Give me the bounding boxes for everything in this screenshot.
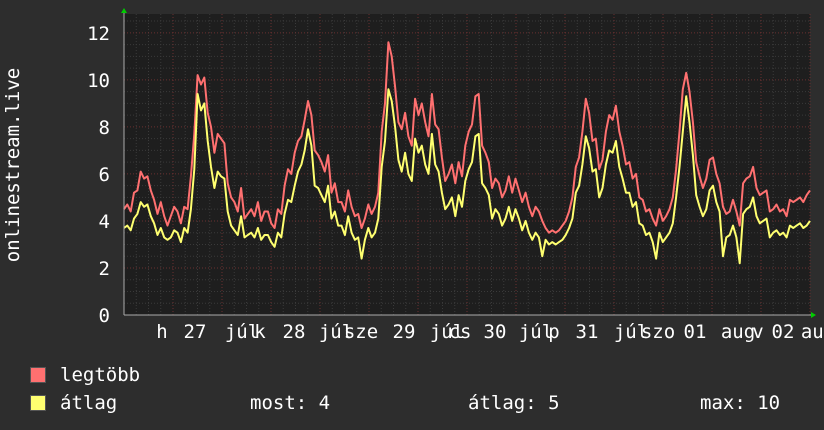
x-axis-arrow-icon — [811, 312, 816, 318]
x-tick-label: júl — [225, 321, 259, 343]
y-tick-label: 10 — [87, 70, 110, 92]
y-tick-label: 0 — [99, 305, 110, 327]
x-tick-label: sze — [344, 321, 378, 343]
legend-swatch-avg — [30, 395, 46, 411]
x-tick-label: aug — [721, 321, 755, 343]
y-tick-labels: 0 2 4 6 8 10 12 — [87, 23, 110, 327]
y-tick-label: 8 — [99, 117, 110, 139]
legend-item-avg: átlag — [30, 390, 117, 416]
series-line-max — [123, 41, 811, 234]
y-tick-label: 4 — [99, 211, 110, 233]
legend-swatch-max — [30, 367, 46, 383]
legend-item-max: legtöbb — [30, 362, 140, 388]
x-tick-label: 29 — [393, 321, 416, 343]
y-tick-label: 2 — [99, 258, 110, 280]
series-line-avg — [123, 88, 811, 265]
x-tick-label: 30 — [484, 321, 507, 343]
legend-label-max: legtöbb — [60, 364, 141, 386]
x-tick-label: p — [548, 321, 559, 343]
x-tick-label: 01 — [684, 321, 707, 343]
x-tick-label: júl — [319, 321, 353, 343]
y-tick-label: 6 — [99, 164, 110, 186]
x-tick-label: 28 — [283, 321, 306, 343]
x-tick-label: h — [156, 321, 167, 343]
y-axis-arrow-icon — [121, 8, 127, 13]
x-tick-label: 02 — [772, 321, 795, 343]
series-lines — [123, 41, 811, 265]
x-tick-label: júl — [614, 321, 648, 343]
legend: legtöbb átlag most: 4 átlag: 5 max: 10 — [0, 360, 824, 430]
x-tick-label: 27 — [184, 321, 207, 343]
y-axis-label: onlinestream.live — [2, 68, 24, 262]
x-tick-label: júl — [519, 321, 553, 343]
x-tick-label: cs — [449, 321, 472, 343]
stat-average: átlag: 5 — [468, 392, 560, 414]
y-tick-label: 12 — [87, 23, 110, 45]
stat-max: max: 10 — [700, 392, 781, 414]
stat-now: most: 4 — [250, 392, 331, 414]
x-tick-label: szo — [641, 321, 675, 343]
x-tick-label: aug — [801, 321, 824, 343]
x-tick-label: v — [752, 321, 763, 343]
x-tick-label: k — [254, 321, 266, 343]
x-tick-label: júl — [430, 321, 464, 343]
legend-label-avg: átlag — [60, 392, 118, 414]
x-tick-label: 31 — [576, 321, 599, 343]
